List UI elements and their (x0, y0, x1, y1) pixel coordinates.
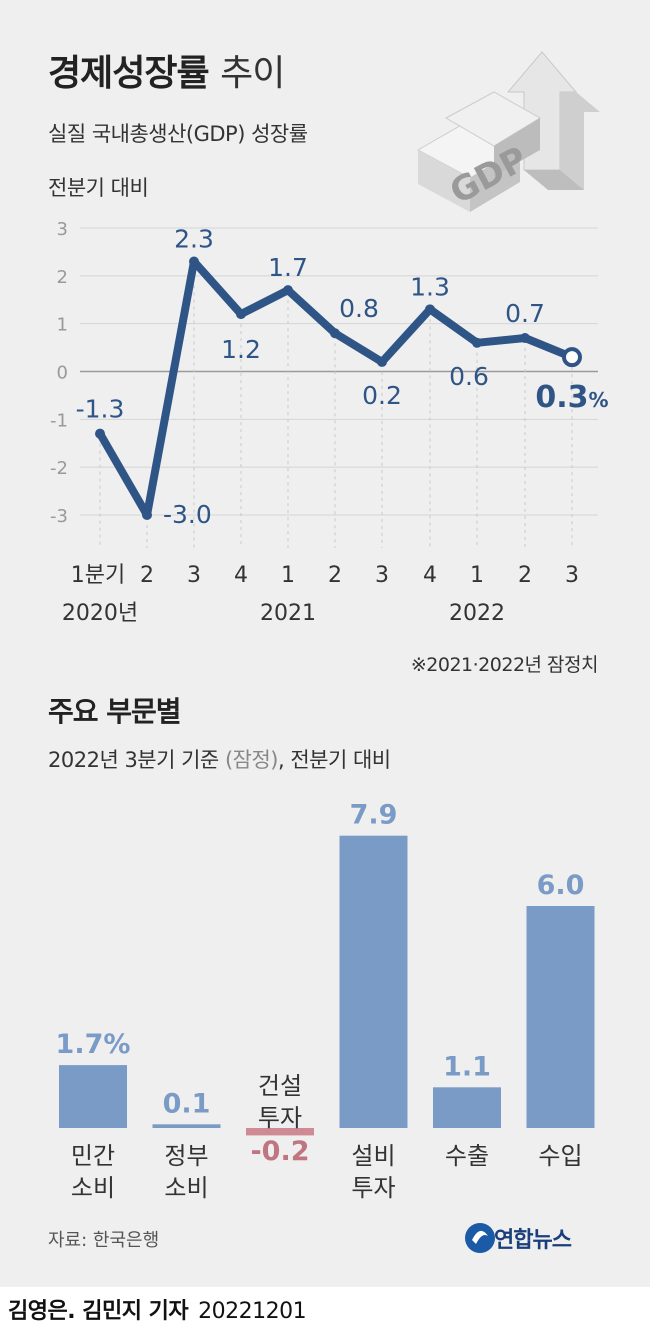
data-point (142, 510, 152, 520)
data-point (283, 285, 293, 296)
section-subtitle: 2022년 3분기 기준 (잠정), 전분기 대비 (48, 744, 391, 774)
section-subtitle-tail: , 전분기 대비 (277, 748, 391, 772)
byline-date: 20221201 (198, 1299, 307, 1324)
title-light: 추이 (220, 53, 285, 94)
value-label: 1.7 (268, 253, 308, 282)
y-tick-label: 2 (57, 267, 68, 288)
value-label: 0.2 (362, 381, 402, 410)
value-label: 0.7 (505, 299, 545, 328)
value-label: 0.8 (339, 294, 379, 323)
x-tick-label: 3 (565, 563, 579, 588)
byline: 김영은. 김민지 기자 20221201 (8, 1293, 307, 1325)
x-tick-label: 3 (375, 563, 389, 588)
value-label: 2.3 (174, 224, 214, 253)
x-tick-label: 1분기 (71, 563, 125, 588)
data-point (330, 328, 340, 339)
bar (59, 1065, 127, 1128)
bar (152, 1124, 221, 1128)
y-tick-label: 3 (57, 219, 68, 240)
data-point (472, 337, 482, 348)
year-label: 2020년 (62, 601, 138, 626)
bar-value-label: 0.1 (163, 1088, 211, 1119)
y-tick-label: -1 (50, 410, 68, 431)
value-label: 1.3 (410, 272, 450, 301)
bar (526, 906, 595, 1128)
y-tick-label: 0 (57, 363, 68, 384)
bar-category-label: 투자 (351, 1174, 395, 1202)
bar-category-label: 민간 (71, 1142, 115, 1170)
bar-value-label: 1.1 (443, 1051, 491, 1082)
y-tick-label: -2 (50, 458, 68, 479)
bar-category-label: 소비 (164, 1174, 208, 1202)
page-title: 경제성장률 추이 (48, 44, 285, 96)
year-label: 2022 (449, 601, 505, 626)
yonhap-logo-icon (465, 1223, 495, 1253)
section-subtitle-paren: (잠정) (224, 748, 279, 772)
data-point (562, 347, 582, 368)
bar (433, 1087, 501, 1128)
section-subtitle-main: 2022년 3분기 기준 (48, 748, 219, 772)
x-tick-label: 2 (328, 563, 342, 588)
value-unit: % (589, 388, 609, 412)
bar-category-label: 소비 (71, 1174, 115, 1202)
x-tick-label: 4 (423, 563, 437, 588)
x-tick-label: 2 (140, 563, 154, 588)
value-label: 1.2 (221, 335, 261, 364)
value-label: -3.0 (163, 500, 212, 529)
line-chart-value-labels: -1.3-3.02.31.21.70.80.21.30.60.70.3% (76, 224, 609, 529)
data-point (95, 428, 105, 439)
line-chart-grid (80, 227, 598, 548)
x-tick-label: 3 (187, 563, 201, 588)
source-note: 자료: 한국은행 (48, 1230, 160, 1251)
year-label: 2021 (260, 601, 316, 626)
x-tick-label: 1 (281, 563, 295, 588)
bar-category-label: 정부 (164, 1142, 208, 1170)
x-tick-label: 4 (234, 563, 248, 588)
value-label: 0.6 (449, 362, 489, 391)
bar (246, 1128, 314, 1136)
bar-category-label: 투자 (258, 1104, 302, 1132)
x-tick-label: 1 (470, 563, 484, 588)
gdp-blocks-icon (416, 91, 541, 212)
section-title: 주요 부문별 (48, 695, 182, 728)
logo-text: 연합뉴스 (494, 1228, 572, 1253)
y-tick-label: -3 (50, 506, 68, 527)
yonhap-logo (465, 1223, 495, 1253)
bar-category-label: 건설 (258, 1072, 302, 1100)
data-point (377, 356, 387, 367)
bar-value-label: 7.9 (350, 800, 398, 831)
chart-unit: 전분기 대비 (48, 176, 149, 200)
bar-chart-bars (59, 835, 595, 1136)
bar-chart-value-labels: 1.7% 0.1 -0.2 7.9 1.1 6.0 (56, 800, 585, 1167)
data-point (236, 309, 246, 320)
y-tick-label: 1 (57, 315, 68, 336)
value-label: -1.3 (76, 395, 125, 424)
bar-category-label: 설비 (351, 1142, 395, 1170)
bar-value-label: 6.0 (537, 870, 585, 901)
data-point (520, 333, 530, 344)
line-chart-y-ticks: 3 2 1 0 -1 -2 -3 (50, 219, 68, 527)
bar-category-label: 수입 (538, 1142, 582, 1170)
footer-bar (0, 1287, 650, 1335)
bar-value-label: 1.7% (56, 1029, 131, 1060)
bar (339, 835, 408, 1128)
title-bold: 경제성장률 (48, 53, 210, 94)
provisional-note: ※2021·2022년 잠정치 (410, 654, 599, 676)
data-point (425, 304, 435, 315)
byline-authors: 김영은. 김민지 기자 (8, 1299, 189, 1324)
line-chart-series (95, 256, 582, 520)
x-tick-label: 2 (518, 563, 532, 588)
line-chart-x-ticks: 1분기 2 3 4 1 2 3 4 1 2 3 2020년 2021 2022 (62, 563, 579, 626)
chart-subtitle: 실질 국내총생산(GDP) 성장률 (48, 122, 308, 146)
data-point (189, 256, 199, 267)
bar-value-label: -0.2 (250, 1136, 309, 1167)
bar-category-label: 수출 (445, 1142, 489, 1170)
